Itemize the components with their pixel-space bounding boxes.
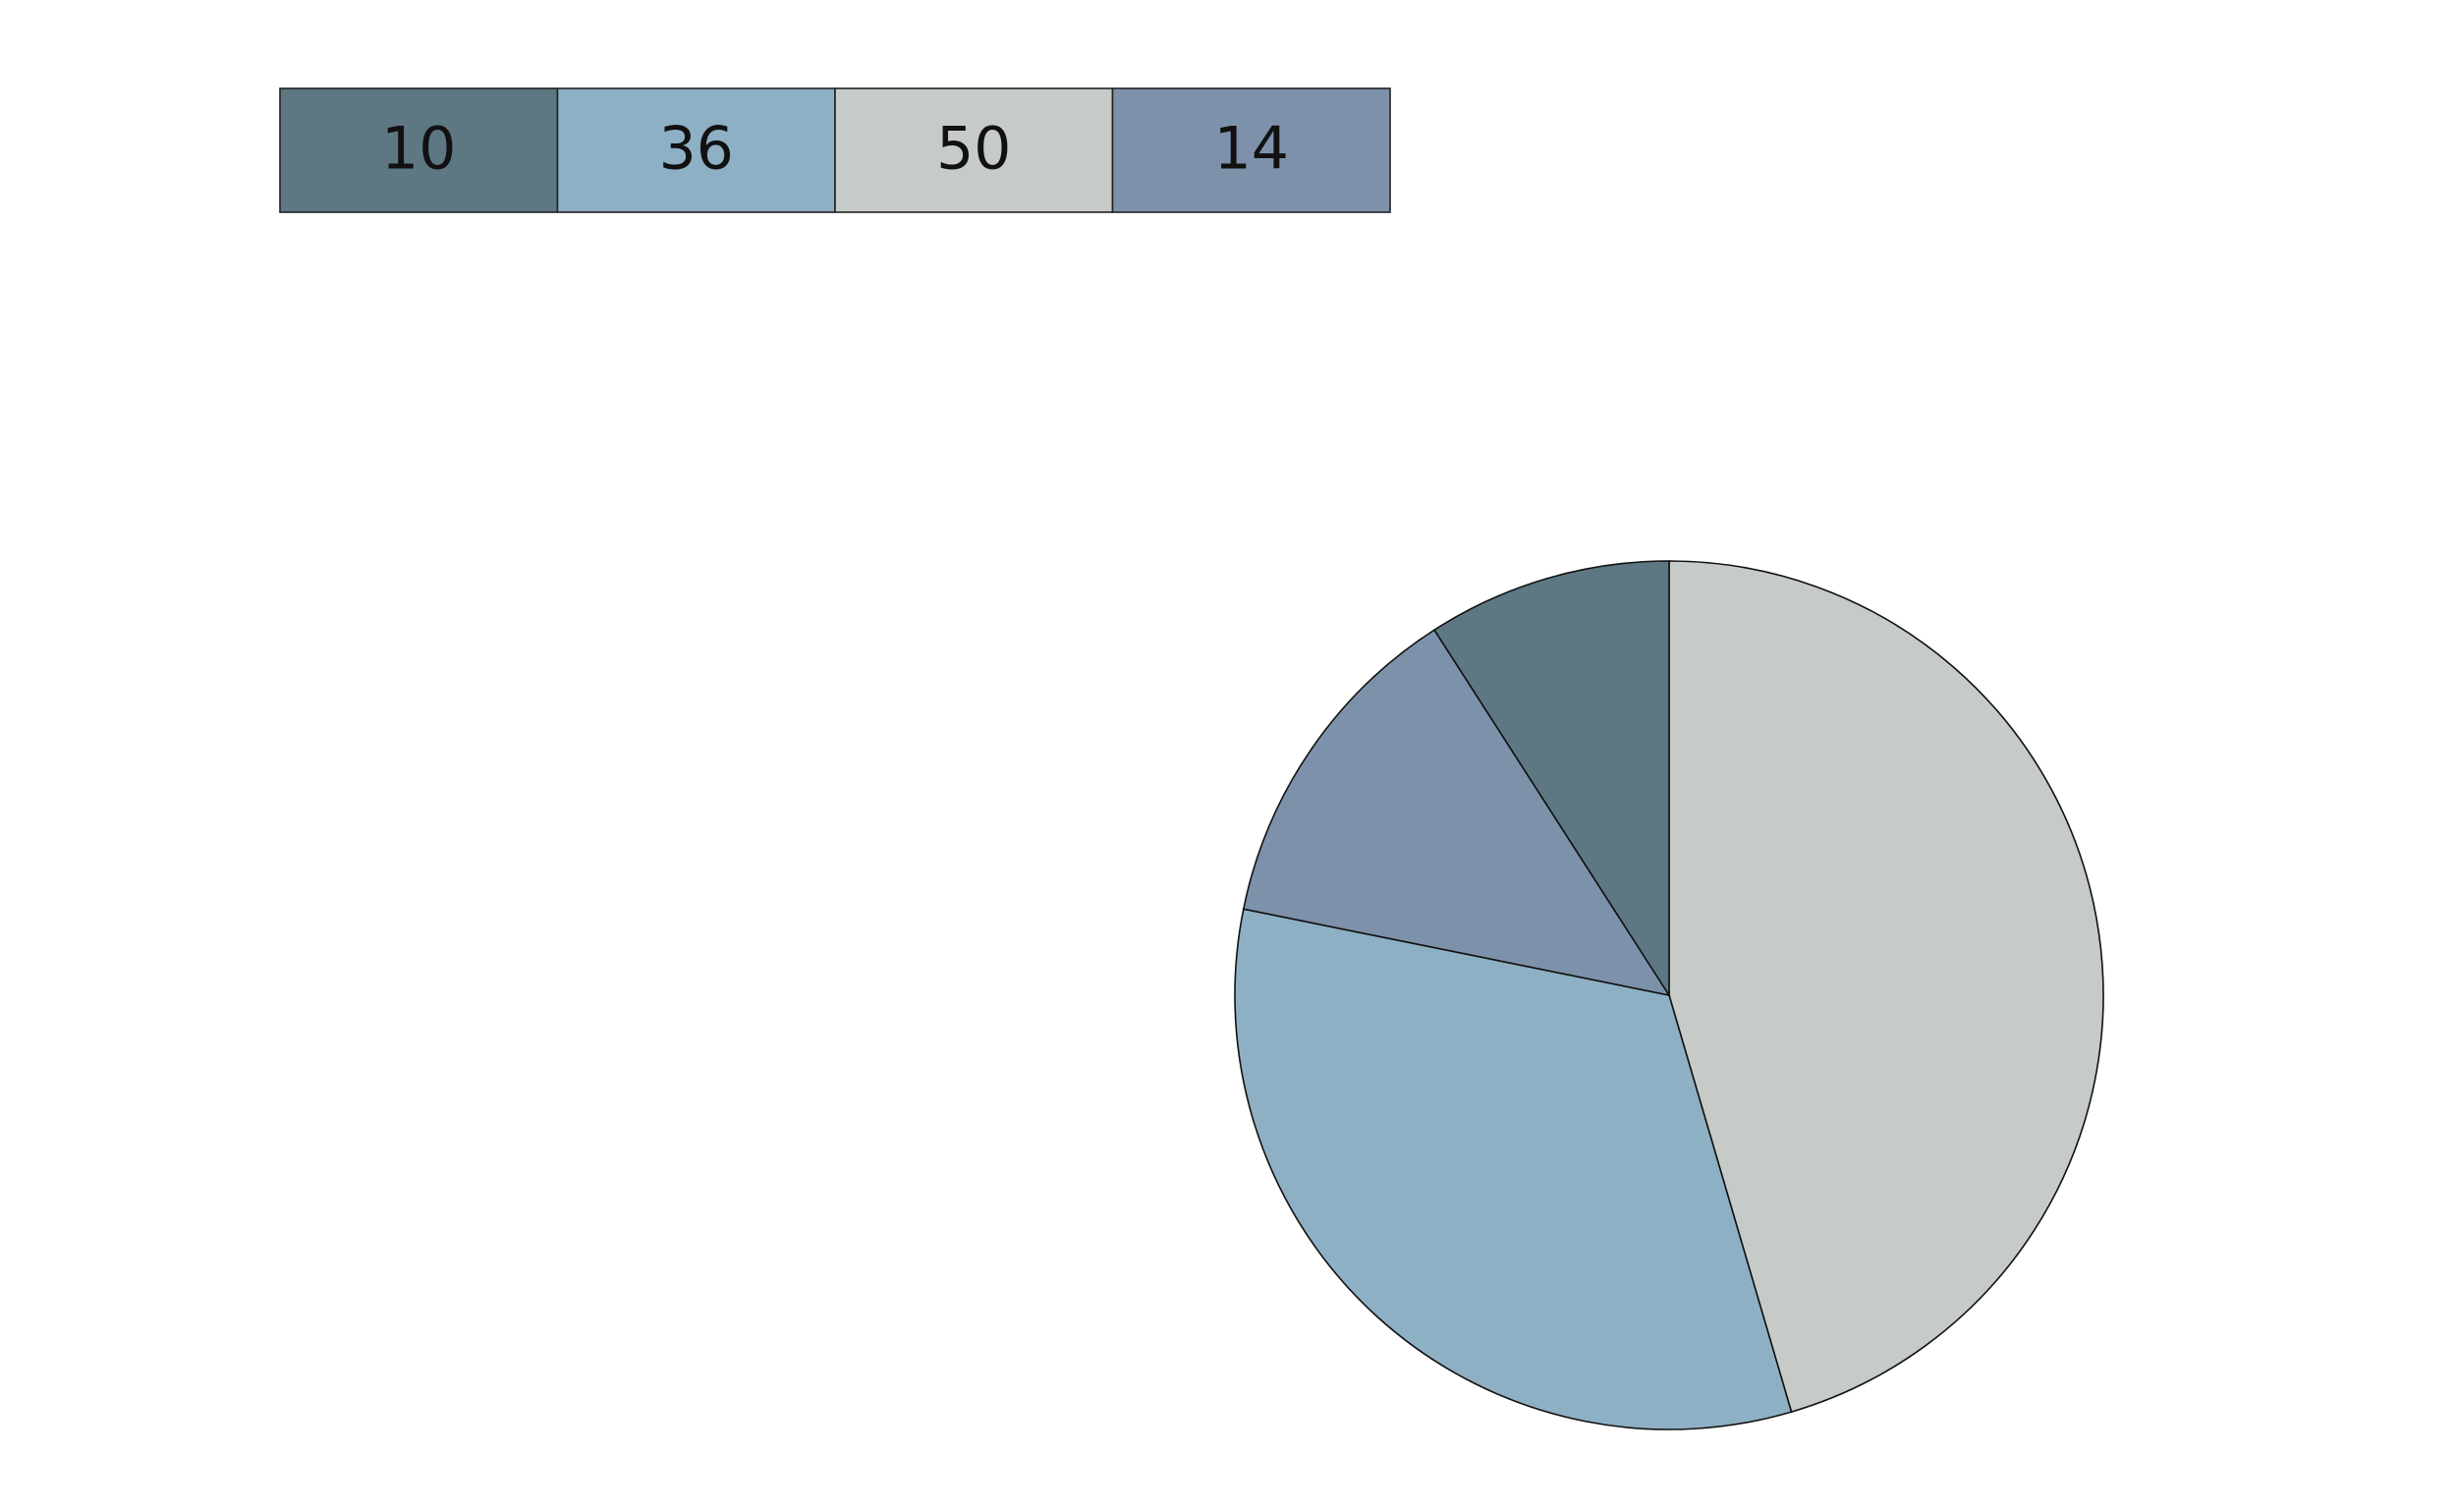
legend-label: 10 xyxy=(381,115,456,184)
pie-slice xyxy=(1242,629,1671,997)
pie-slice xyxy=(1234,908,1793,1430)
legend-swatch xyxy=(556,87,836,213)
legend-swatch xyxy=(834,87,1114,213)
pie-slice xyxy=(1432,560,1670,998)
legend-swatch xyxy=(1111,87,1391,213)
pie-slice xyxy=(1668,560,2104,1414)
legend-label: 50 xyxy=(936,115,1011,184)
legend-label: 36 xyxy=(659,115,734,184)
legend-label: 14 xyxy=(1214,115,1289,184)
